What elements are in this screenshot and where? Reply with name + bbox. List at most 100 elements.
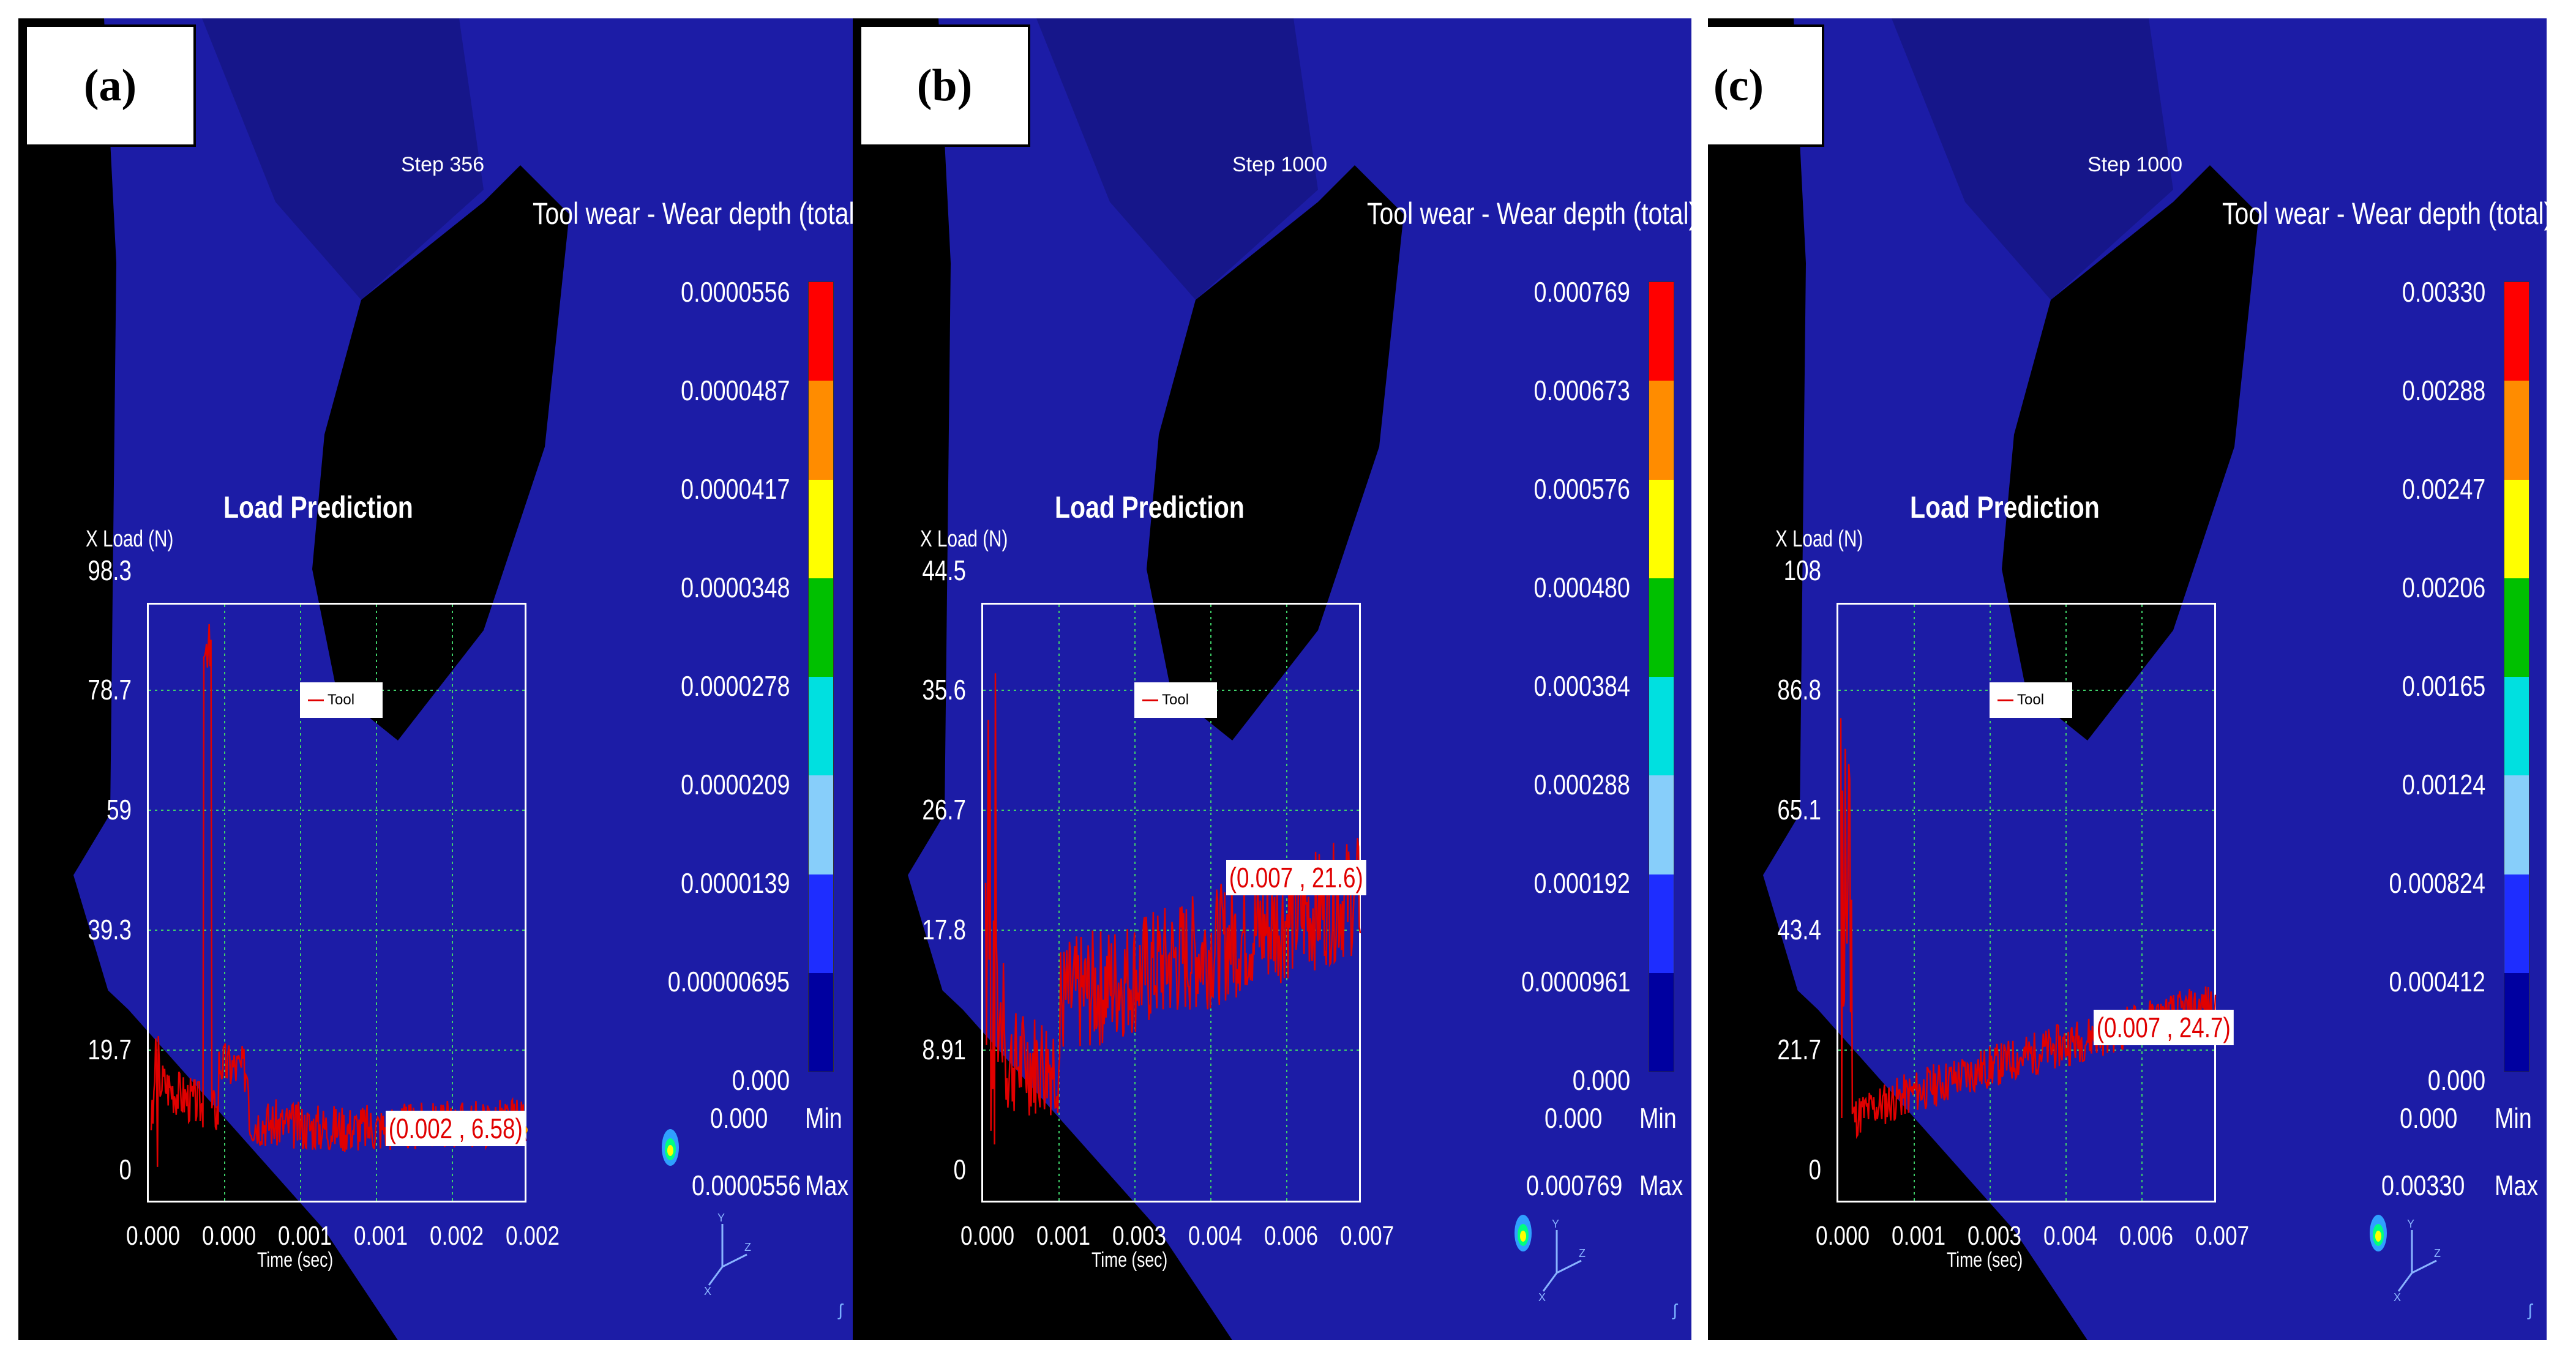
- colorbar-segment: [1649, 775, 1674, 874]
- colorbar-segment: [809, 775, 833, 874]
- svg-text:Y: Y: [2407, 1218, 2414, 1230]
- colorbar-tick-label: 0.000576: [1533, 473, 1630, 505]
- y-tick-label: 59: [107, 794, 132, 826]
- colorbar-tick-label: 0.000824: [2389, 867, 2485, 899]
- colorbar-segment: [2504, 972, 2529, 1072]
- colorbar-segment: [1649, 381, 1674, 480]
- panel-label: (c): [1708, 24, 1824, 147]
- step-counter: Step 1000: [1232, 153, 1328, 176]
- colorbar-segment: [809, 874, 833, 973]
- colorbar-segment: [809, 479, 833, 578]
- step-counter: Step 356: [401, 153, 485, 176]
- x-tick-label: 0.003: [1112, 1221, 1167, 1251]
- min-value: 0.000: [2400, 1102, 2458, 1134]
- y-axis-label: X Load (N): [920, 526, 1008, 552]
- colorbar-segment: [1649, 578, 1674, 677]
- colorbar-tick-label: 0.0000556: [680, 276, 790, 308]
- axis-triad-icon: Y Z X: [704, 1212, 751, 1297]
- y-tick-max: 108: [1783, 554, 1821, 586]
- colorbar-tick-label: 0.000: [1572, 1064, 1630, 1096]
- colorbar-segment: [2504, 381, 2529, 480]
- panel-label-text: (a): [83, 60, 137, 111]
- max-value: 0.0000556: [692, 1169, 801, 1201]
- colorbar-segment: [1649, 282, 1674, 381]
- step-counter: Step 1000: [2087, 153, 2183, 176]
- svg-text:X: X: [2394, 1291, 2401, 1303]
- colorbar-tick-label: 0.000192: [1533, 867, 1630, 899]
- colorbar-tick-label: 0.00288: [2402, 375, 2485, 406]
- colorbar: [808, 282, 834, 1072]
- svg-text:Z: Z: [744, 1241, 751, 1253]
- chart-legend: Tool: [1990, 682, 2072, 718]
- y-axis-label: X Load (N): [1775, 526, 1863, 552]
- simulation-panel-b: (b) Step 1000 Tool wear - Wear depth (to…: [853, 18, 1691, 1340]
- legend-line-swatch: [308, 699, 324, 701]
- legend-line-swatch: [1998, 699, 2013, 701]
- svg-text:Z: Z: [2434, 1247, 2441, 1259]
- colorbar-segment: [2504, 775, 2529, 874]
- y-tick-label: 35.6: [922, 674, 966, 706]
- x-tick-label: 0.003: [1968, 1221, 2022, 1251]
- colorbar-segment: [2504, 874, 2529, 973]
- max-label: Max: [1639, 1169, 1683, 1201]
- x-axis-label: Time (sec): [1947, 1248, 2023, 1272]
- panel-label-text: (c): [1713, 60, 1764, 111]
- chart-title: Load Prediction: [1055, 490, 1245, 524]
- colorbar-tick-label: 0.000769: [1533, 276, 1630, 308]
- y-tick-label: 19.7: [88, 1034, 132, 1065]
- max-label: Max: [805, 1169, 849, 1201]
- y-tick-max: 98.3: [88, 554, 132, 586]
- colorbar-segment: [2504, 677, 2529, 776]
- legend-label: Tool: [1162, 692, 1189, 708]
- colorbar-segment: [1649, 972, 1674, 1072]
- svg-text:Y: Y: [1552, 1218, 1559, 1230]
- legend-label: Tool: [2017, 692, 2045, 708]
- y-tick-label: 0: [119, 1154, 132, 1185]
- y-tick-label: 8.91: [922, 1034, 966, 1065]
- colorbar-tick-label: 0.000: [2427, 1064, 2485, 1096]
- min-label: Min: [805, 1102, 842, 1134]
- x-tick-label: 0.001: [354, 1221, 408, 1251]
- svg-text:X: X: [1538, 1291, 1546, 1303]
- y-tick-label: 78.7: [88, 674, 132, 706]
- colorbar-tick-label: 0.0000139: [680, 867, 790, 899]
- colorbar-segment: [1649, 479, 1674, 578]
- y-axis-label: X Load (N): [86, 526, 174, 552]
- series-line-tool: [1840, 718, 2217, 1139]
- legend-label: Tool: [328, 692, 355, 708]
- colorbar-segment: [809, 972, 833, 1072]
- wear-hotspot-marker: [1515, 1215, 1532, 1251]
- colorbar-tick-label: 0.0000487: [680, 375, 790, 406]
- x-tick-label: 0.007: [1340, 1221, 1395, 1251]
- workpiece-scene: [18, 18, 857, 1340]
- panel-label-text: (b): [916, 60, 973, 111]
- x-tick-label: 0.001: [1892, 1221, 1946, 1251]
- colorbar-tick-label: 0.0000209: [680, 769, 790, 800]
- y-tick-label: 86.8: [1777, 674, 1821, 706]
- colorbar: [1649, 282, 1674, 1072]
- colorbar-title: Tool wear - Wear depth (total) (mm): [533, 196, 857, 231]
- y-tick-label: 21.7: [1777, 1034, 1821, 1065]
- axis-triad-icon: Y Z X: [1538, 1218, 1586, 1303]
- colorbar-tick-label: 0.00247: [2402, 473, 2485, 505]
- x-tick-label: 0.007: [2195, 1221, 2250, 1251]
- x-axis-label: Time (sec): [1091, 1248, 1168, 1272]
- x-tick-label: 0.001: [278, 1221, 332, 1251]
- y-tick-label: 43.4: [1777, 914, 1821, 945]
- max-label: Max: [2495, 1169, 2539, 1201]
- chart-legend: Tool: [300, 682, 383, 718]
- colorbar-tick-label: 0.00206: [2402, 572, 2485, 603]
- curve-symbol-icon: ʃ: [1673, 1300, 1677, 1319]
- workpiece-scene: [1708, 18, 2547, 1340]
- min-label: Min: [1639, 1102, 1677, 1134]
- colorbar-tick-label: 0.00165: [2402, 670, 2485, 702]
- colorbar: [2504, 282, 2529, 1072]
- chart-title: Load Prediction: [1910, 490, 2100, 524]
- axis-triad-icon: Y Z X: [2394, 1218, 2441, 1303]
- panel-label: (a): [24, 24, 196, 147]
- y-tick-label: 65.1: [1777, 794, 1821, 826]
- x-tick-label: 0.004: [1188, 1221, 1243, 1251]
- colorbar-segment: [809, 677, 833, 776]
- x-tick-label: 0.001: [1036, 1221, 1091, 1251]
- colorbar-tick-label: 0.000384: [1533, 670, 1630, 702]
